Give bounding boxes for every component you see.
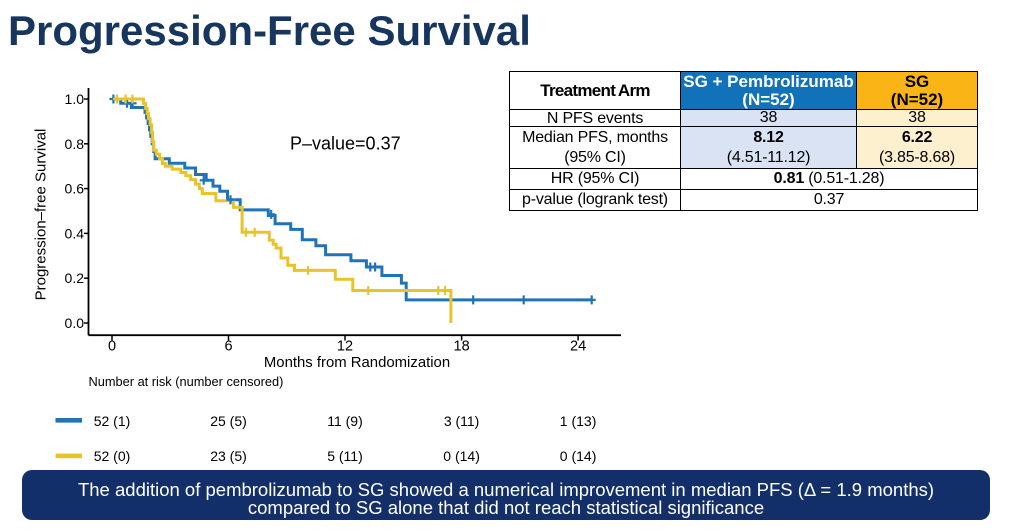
svg-text:23 (5): 23 (5) [210,448,247,464]
svg-text:25 (5): 25 (5) [210,413,247,429]
svg-text:Months from Randomization: Months from Randomization [264,355,450,371]
svg-text:Progression–free Survival: Progression–free Survival [33,129,50,301]
svg-text:5 (11): 5 (11) [327,448,363,464]
svg-text:1.0: 1.0 [65,91,85,107]
svg-text:11 (9): 11 (9) [327,413,363,429]
svg-text:0.8: 0.8 [65,136,85,152]
svg-text:0 (14): 0 (14) [560,448,597,464]
svg-text:52 (0): 52 (0) [94,448,131,464]
svg-text:52 (1): 52 (1) [94,413,131,429]
svg-text:24: 24 [570,339,586,355]
svg-text:0.0: 0.0 [65,315,85,331]
svg-text:6: 6 [224,339,232,355]
svg-text:0.2: 0.2 [65,270,85,286]
svg-text:1 (13): 1 (13) [560,413,597,429]
svg-text:0.6: 0.6 [65,181,85,197]
svg-text:0.4: 0.4 [65,225,85,241]
svg-text:3 (11): 3 (11) [444,413,480,429]
svg-text:12: 12 [337,339,353,355]
svg-text:0: 0 [108,339,116,355]
svg-text:0 (14): 0 (14) [443,448,480,464]
svg-text:Number at risk (number censore: Number at risk (number censored) [89,374,284,389]
svg-text:P–value=0.37: P–value=0.37 [290,134,401,154]
svg-text:18: 18 [454,339,470,355]
